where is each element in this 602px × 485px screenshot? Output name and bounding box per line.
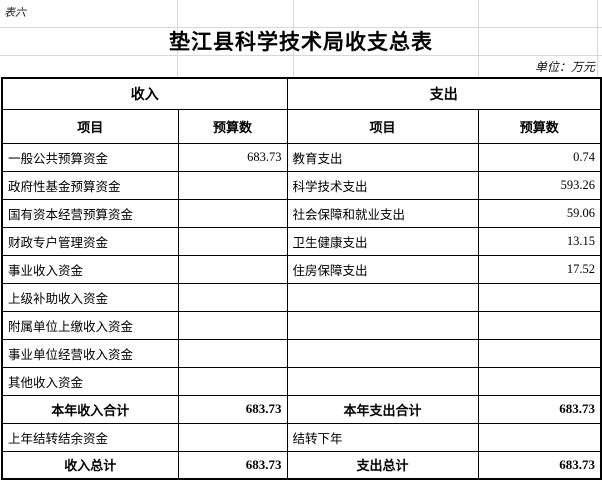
table-body: 一般公共预算资金 683.73 教育支出 0.74 政府性基金预算资金 科学技术支出 593… xyxy=(1,142,602,480)
expense-item-cell: 支出总计 xyxy=(286,450,479,480)
table-row: 上年结转结余资金 结转下年 xyxy=(1,422,602,452)
table-row: 附属单位上缴收入资金 xyxy=(1,310,602,340)
expense-budget-cell: 59.06 xyxy=(477,198,602,228)
table-row: 上级补助收入资金 xyxy=(1,282,602,312)
income-item-cell: 事业收入资金 xyxy=(1,254,179,284)
gridline xyxy=(0,55,602,56)
expense-budget-cell: 17.52 xyxy=(477,254,602,284)
table-row: 本年收入合计 683.73 本年支出合计 683.73 xyxy=(1,394,602,424)
table-row: 财政专户管理资金 卫生健康支出 13.15 xyxy=(1,226,602,256)
expense-item-cell: 社会保障和就业支出 xyxy=(286,198,479,228)
expense-item-cell: 住房保障支出 xyxy=(286,254,479,284)
income-budget-cell xyxy=(177,366,288,396)
expense-item-cell: 教育支出 xyxy=(286,142,479,172)
income-item-cell: 收入总计 xyxy=(1,450,179,480)
expense-item-cell xyxy=(286,366,479,396)
table-row: 一般公共预算资金 683.73 教育支出 0.74 xyxy=(1,142,602,172)
income-item-cell: 财政专户管理资金 xyxy=(1,226,179,256)
income-item-cell: 其他收入资金 xyxy=(1,366,179,396)
gridline xyxy=(478,0,479,77)
income-budget-cell xyxy=(177,170,288,200)
income-item-cell: 政府性基金预算资金 xyxy=(1,170,179,200)
expense-budget-header: 预算数 xyxy=(477,108,602,144)
income-budget-cell xyxy=(177,338,288,368)
income-item-cell: 上级补助收入资金 xyxy=(1,282,179,312)
table-row: 事业单位经营收入资金 xyxy=(1,338,602,368)
expense-item-cell: 卫生健康支出 xyxy=(286,226,479,256)
expenditure-section-header: 支出 xyxy=(286,77,602,110)
income-budget-cell: 683.73 xyxy=(177,394,288,424)
income-budget-cell xyxy=(177,310,288,340)
expense-budget-cell xyxy=(477,338,602,368)
table-row: 国有资本经营预算资金 社会保障和就业支出 59.06 xyxy=(1,198,602,228)
income-budget-cell xyxy=(177,422,288,452)
income-budget-cell: 683.73 xyxy=(177,450,288,480)
expense-budget-cell: 683.73 xyxy=(477,394,602,424)
expense-budget-cell xyxy=(477,282,602,312)
income-budget-cell xyxy=(177,254,288,284)
income-budget-header: 预算数 xyxy=(177,108,288,144)
expense-item-cell: 科学技术支出 xyxy=(286,170,479,200)
income-item-header: 项目 xyxy=(1,108,179,144)
table-row: 事业收入资金 住房保障支出 17.52 xyxy=(1,254,602,284)
income-item-cell: 本年收入合计 xyxy=(1,394,179,424)
budget-table: 收入 支出 项目 预算数 项目 预算数 一般公共预算资金 683.73 教育支出 0.… xyxy=(1,77,602,480)
expense-item-cell: 结转下年 xyxy=(286,422,479,452)
income-section-header: 收入 xyxy=(1,77,288,110)
expense-budget-cell xyxy=(477,366,602,396)
expense-budget-cell: 683.73 xyxy=(477,450,602,480)
gridline xyxy=(597,0,598,77)
income-item-cell: 上年结转结余资金 xyxy=(1,422,179,452)
income-item-cell: 事业单位经营收入资金 xyxy=(1,338,179,368)
expense-budget-cell xyxy=(477,422,602,452)
table-row: 其他收入资金 xyxy=(1,366,602,396)
gridline xyxy=(177,0,178,77)
income-budget-cell: 683.73 xyxy=(177,142,288,172)
income-budget-cell xyxy=(177,198,288,228)
income-item-cell: 国有资本经营预算资金 xyxy=(1,198,179,228)
gridline xyxy=(0,27,602,28)
expense-budget-cell: 593.26 xyxy=(477,170,602,200)
page-title: 垫江县科学技术局收支总表 xyxy=(169,30,433,54)
expense-budget-cell: 13.15 xyxy=(477,226,602,256)
unit-note: 单位：万元 xyxy=(534,60,595,74)
expense-budget-cell xyxy=(477,310,602,340)
expense-budget-cell: 0.74 xyxy=(477,142,602,172)
expense-item-cell xyxy=(286,282,479,312)
expense-item-cell xyxy=(286,338,479,368)
income-budget-cell xyxy=(177,282,288,312)
column-header-row: 项目 预算数 项目 预算数 xyxy=(1,108,602,144)
corner-label: 表六 xyxy=(4,7,26,19)
gridline xyxy=(293,0,294,77)
income-item-cell: 一般公共预算资金 xyxy=(1,142,179,172)
income-item-cell: 附属单位上缴收入资金 xyxy=(1,310,179,340)
section-header-row: 收入 支出 xyxy=(1,77,602,110)
table-row: 收入总计 683.73 支出总计 683.73 xyxy=(1,450,602,480)
expense-item-header: 项目 xyxy=(286,108,479,144)
expense-item-cell xyxy=(286,310,479,340)
table-row: 政府性基金预算资金 科学技术支出 593.26 xyxy=(1,170,602,200)
expense-item-cell: 本年支出合计 xyxy=(286,394,479,424)
income-budget-cell xyxy=(177,226,288,256)
